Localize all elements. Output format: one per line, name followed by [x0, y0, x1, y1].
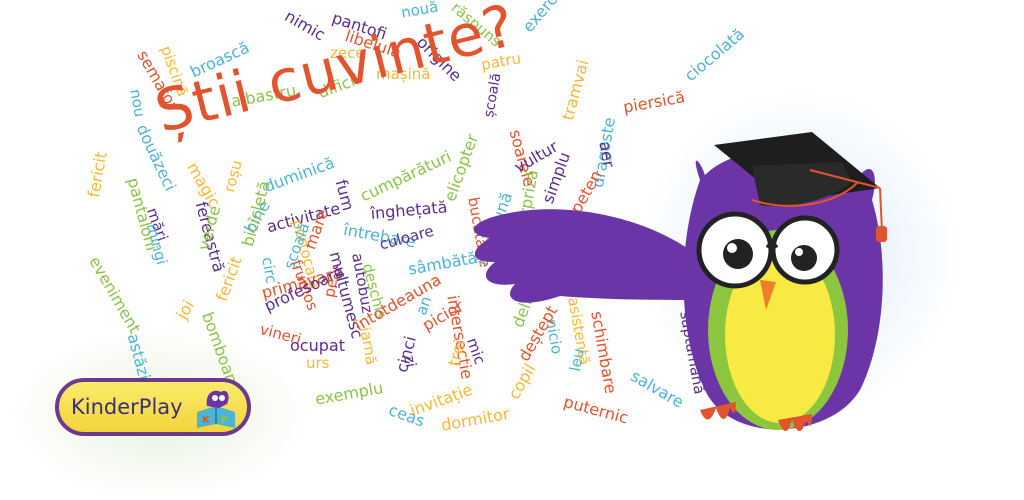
- kinderplay-logo[interactable]: KinderPlay K P: [55, 378, 251, 436]
- owl-wing: [473, 209, 700, 303]
- cloud-word: urs: [306, 354, 330, 372]
- owl-beak: [760, 280, 776, 310]
- cloud-word: zece: [330, 44, 365, 62]
- cloud-word: ocupat: [290, 336, 345, 355]
- logo-badge-k: K: [202, 415, 211, 426]
- logo-wordmark: KinderPlay: [71, 395, 183, 419]
- owl-book-icon: K P: [197, 390, 235, 428]
- cloud-word: mașină: [376, 65, 431, 83]
- logo-badge-p: P: [221, 415, 228, 426]
